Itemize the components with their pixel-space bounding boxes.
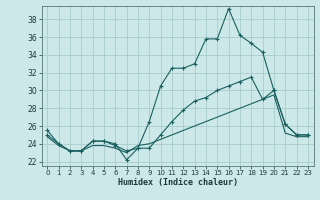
X-axis label: Humidex (Indice chaleur): Humidex (Indice chaleur) [118, 178, 237, 187]
